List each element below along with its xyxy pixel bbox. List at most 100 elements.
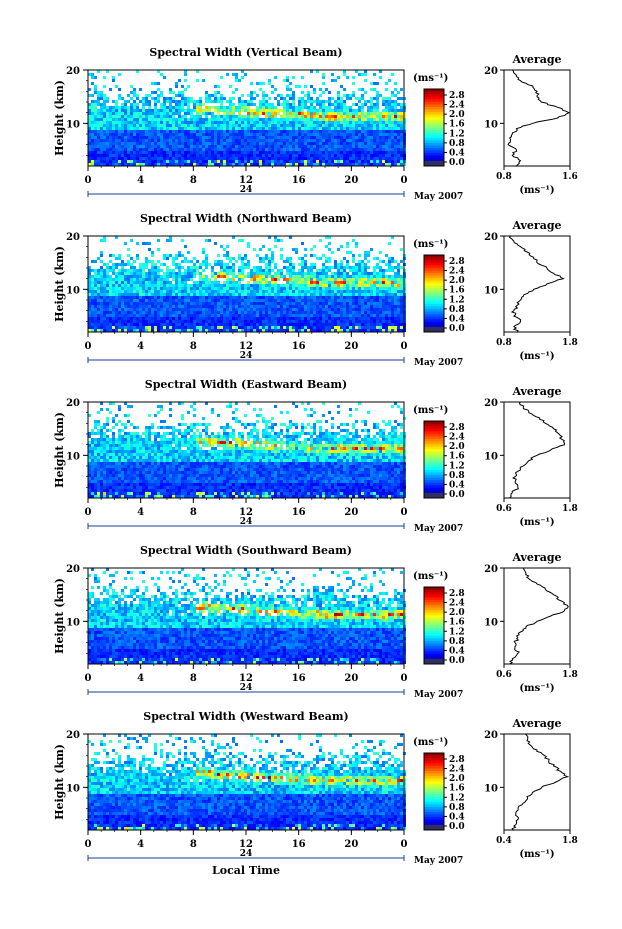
colorbar-segment [424, 755, 444, 759]
colorbar-segment [424, 661, 444, 665]
x-tick-label: 16 [292, 673, 306, 684]
colorbar-segment [424, 145, 444, 149]
average-frame [503, 733, 571, 831]
colorbar-tick-label: 0.8 [449, 637, 465, 647]
colorbar-segment [424, 127, 444, 131]
colorbar-segment [424, 421, 444, 425]
x-tick-label: 12 [239, 341, 253, 352]
colorbar-segment [424, 451, 444, 455]
panel-title: Spectral Width (Vertical Beam) [149, 46, 342, 59]
colorbar-segment [424, 89, 444, 93]
y-tick-label: 20 [66, 564, 80, 575]
colorbar-tick-label: 0.0 [449, 324, 465, 334]
colorbar-segment [424, 768, 444, 772]
colorbar-tick-label: 0.8 [449, 305, 465, 315]
colorbar-tick-label: 2.4 [449, 599, 465, 609]
y-tick-label: 10 [66, 783, 80, 794]
avg-y-tick-label: 10 [484, 285, 498, 296]
average-x-label: (ms⁻¹) [519, 517, 554, 528]
colorbar-segment [424, 109, 444, 113]
y-tick-label: 20 [66, 232, 80, 243]
average-x-label: (ms⁻¹) [519, 849, 554, 860]
colorbar-segment [424, 314, 444, 318]
average-title: Average [511, 717, 561, 730]
colorbar-segment [424, 431, 444, 435]
colorbar-unit: (ms⁻¹) [413, 405, 448, 416]
avg-y-tick-label: 10 [484, 783, 498, 794]
x-tick-label: 20 [344, 175, 358, 186]
colorbar-segment [424, 308, 444, 312]
panel-title: Spectral Width (Northward Beam) [140, 212, 352, 225]
colorbar-segment [424, 589, 444, 593]
colorbar-segment [424, 306, 444, 310]
panel-2: Spectral Width (Northward Beam) Height (k… [53, 212, 578, 368]
colorbar-segment [424, 449, 444, 453]
colorbar-segment [424, 104, 444, 108]
average-title: Average [511, 53, 561, 66]
x-tick-label: 8 [190, 507, 197, 518]
y-tick-label: 20 [66, 398, 80, 409]
colorbar-segment [424, 119, 444, 123]
colorbar-frame [423, 586, 445, 665]
colorbar-segment [424, 599, 444, 603]
x-tick-label: 16 [292, 341, 306, 352]
colorbar-segment [424, 495, 444, 499]
colorbar-segment [424, 438, 444, 443]
colorbar-segment [424, 620, 444, 624]
colorbar-segment [424, 122, 444, 126]
colorbar-segment [424, 278, 444, 282]
colorbar-tick-label: 2.0 [449, 442, 465, 452]
x-tick-label: 0 [401, 175, 408, 186]
panel-title: Spectral Width (Westward Beam) [143, 710, 348, 723]
colorbar-segment [424, 283, 444, 287]
colorbar-segment [424, 265, 444, 269]
x-tick-label: 16 [292, 175, 306, 186]
colorbar-segment [424, 763, 444, 767]
colorbar-segment [424, 114, 444, 118]
colorbar-segment [424, 788, 444, 792]
colorbar-segment [424, 778, 444, 782]
colorbar-segment [424, 267, 444, 271]
colorbar-segment [424, 329, 444, 333]
colorbar-segment [424, 824, 444, 828]
colorbar-segment [424, 804, 444, 808]
average-frame [503, 567, 571, 665]
colorbar-tick-label: 2.8 [449, 91, 465, 101]
colorbar-segment [424, 148, 444, 152]
average-frame [503, 69, 571, 167]
avg-y-tick-label: 20 [484, 564, 498, 575]
colorbar-segment [424, 482, 444, 486]
colorbar-segment [424, 444, 444, 448]
x-tick-label: 8 [190, 839, 197, 850]
colorbar-segment [424, 758, 444, 762]
colorbar-segment [424, 648, 444, 652]
average-title: Average [511, 385, 561, 398]
colorbar-segment [424, 635, 444, 639]
colorbar-segment [424, 326, 444, 330]
colorbar-tick-label: 0.8 [449, 139, 465, 149]
colorbar-segment [424, 91, 444, 95]
x-tick-label: 20 [344, 673, 358, 684]
colorbar-segment [424, 607, 444, 611]
colorbar-segment [424, 799, 444, 803]
x-tick-label: 20 [344, 341, 358, 352]
colorbar-segment [424, 646, 444, 650]
avg-y-tick-label: 10 [484, 451, 498, 462]
panel-title: Spectral Width (Southward Beam) [140, 544, 352, 557]
x-tick-label: 0 [85, 175, 92, 186]
colorbar-tick-label: 2.0 [449, 110, 465, 120]
avg-y-tick-label: 20 [484, 730, 498, 741]
colorbar-tick-label: 1.2 [449, 129, 465, 139]
x-tick-label: 0 [401, 507, 408, 518]
day-label: 24 [240, 849, 253, 859]
y-tick-label: 10 [66, 285, 80, 296]
x-tick-label: 12 [239, 673, 253, 684]
colorbar-tick-label: 2.4 [449, 433, 465, 443]
colorbar-tick-label: 2.8 [449, 257, 465, 267]
panel-3: Spectral Width (Eastward Beam) Height (km… [53, 378, 578, 534]
colorbar-unit: (ms⁻¹) [413, 737, 448, 748]
colorbar-segment [424, 490, 444, 494]
average-frame [503, 235, 571, 333]
x-tick-label: 12 [239, 175, 253, 186]
